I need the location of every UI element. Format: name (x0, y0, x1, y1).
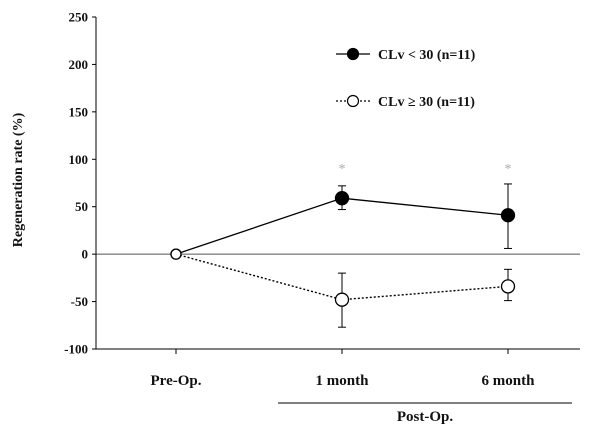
significance-marker: * (339, 162, 346, 177)
x-tick-label: 6 month (482, 373, 536, 389)
data-point (334, 191, 350, 206)
legend: CLv < 30 (n=11) CLv ≥ 30 (n=11) (336, 47, 476, 110)
y-axis-title: Regeneration rate (%) (11, 112, 26, 247)
y-axis: 250 200 150 100 50 0 -50 -100 (64, 10, 97, 357)
data-point (500, 208, 516, 223)
data-point (500, 279, 516, 294)
y-tick-label: -50 (71, 294, 88, 309)
y-tick-label: 0 (82, 247, 89, 262)
legend-label-2: CLv ≥ 30 (n=11) (378, 95, 475, 110)
significance-marker: * (505, 162, 512, 177)
legend-marker-2 (346, 94, 360, 108)
legend-label-1: CLv < 30 (n=11) (378, 48, 476, 63)
series-layer: * * (170, 162, 516, 328)
legend-marker-1 (346, 47, 360, 61)
x-tick-label: Pre-Op. (151, 373, 202, 389)
post-op-label: Post-Op. (397, 409, 454, 425)
data-point (334, 292, 350, 307)
y-tick-label: -100 (64, 342, 88, 357)
y-tick-label: 150 (69, 104, 89, 119)
y-tick-label: 100 (69, 152, 89, 167)
x-axis: Pre-Op. 1 month 6 month Post-Op. (96, 348, 580, 425)
y-tick-label: 250 (69, 10, 89, 25)
y-tick-label: 200 (69, 57, 89, 72)
y-tick-label: 50 (75, 199, 88, 214)
x-tick-label: 1 month (316, 373, 370, 389)
data-point (170, 248, 182, 260)
